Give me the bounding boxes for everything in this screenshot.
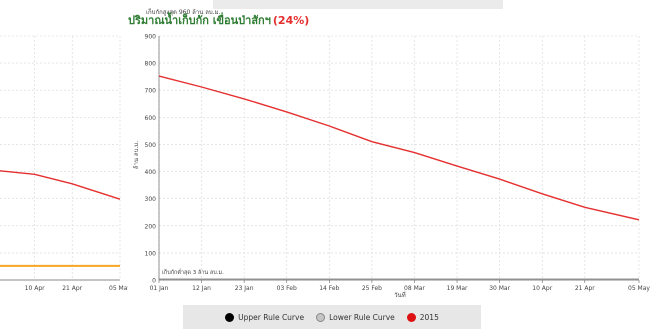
x-tick-label: 10 Apr	[532, 285, 552, 292]
x-tick-label: 12 Jan	[192, 285, 211, 292]
y-tick-label: 100	[145, 250, 157, 257]
y-tick-label: 900	[145, 34, 157, 41]
legend-label: Lower Rule Curve	[329, 312, 395, 322]
legend-dot-icon	[316, 312, 326, 322]
main-chart-series	[158, 75, 640, 280]
y-axis-label: ล้าน ลบ.ม.	[133, 141, 140, 169]
legend-item-lower-rule-curve[interactable]: Lower Rule Curve	[316, 312, 395, 322]
left-chart-tick-labels: 10 Apr 21 Apr 05 May	[25, 285, 128, 292]
main-chart-x-tick-labels: 01 Jan 12 Jan 23 Jan 03 Feb 14 Feb 25 Feb 08 M…	[150, 285, 651, 292]
x-tick-label: 14 Feb	[319, 285, 339, 292]
y-tick-label: 400	[145, 169, 157, 176]
left-red-series-line	[0, 170, 121, 200]
legend-item-2015[interactable]: 2015	[406, 312, 439, 322]
y-tick-label: 500	[145, 142, 157, 149]
chart-title: ปริมาณน้ำเก็บกัก เขื่อนป่าสักฯ (24%)	[128, 12, 309, 27]
y-tick-label: 800	[145, 61, 157, 68]
x-tick-label: 21 Apr	[575, 285, 595, 292]
main-chart: เก็บกักสูงสุด 960 ล้าน ลบ.ม. ปริมาณน้ำเก…	[128, 7, 651, 299]
x-tick-label: 23 Jan	[235, 285, 254, 292]
chart-legend: Upper Rule Curve Lower Rule Curve 2015	[183, 305, 481, 329]
x-tick-label: 08 Mar	[404, 285, 425, 292]
y-tick-label: 700	[145, 88, 157, 95]
legend-item-upper-rule-curve[interactable]: Upper Rule Curve	[225, 312, 305, 322]
x-tick-label: 30 Mar	[489, 285, 510, 292]
main-chart-y-tick-labels: 0 100 200 300 400 500 600 700 800 900	[145, 34, 157, 285]
y-tick-label: 200	[145, 223, 157, 230]
legend-label: 2015	[419, 312, 439, 322]
min-storage-annotation: เก็บกักต่ำสุด 3 ล้าน ลบ.ม.	[162, 268, 224, 276]
x-tick-label: 25 Feb	[362, 285, 382, 292]
legend-dot-icon	[225, 312, 235, 322]
y-tick-label: 300	[145, 196, 157, 203]
x-tick-label: 03 Feb	[277, 285, 297, 292]
x-tick-label: 05 May	[628, 285, 650, 292]
max-storage-annotation: เก็บกักสูงสุด 960 ล้าน ลบ.ม.	[146, 7, 221, 16]
chart-title-percent: (24%)	[273, 14, 309, 27]
left-x-tick-label: 10 Apr	[25, 285, 45, 292]
x-tick-label: 19 Mar	[447, 285, 468, 292]
y-tick-label: 600	[145, 115, 157, 122]
legend-label: Upper Rule Curve	[238, 312, 305, 322]
main-chart-axes	[158, 36, 640, 283]
left-chart-grid	[0, 35, 121, 281]
left-x-tick-label: 21 Apr	[62, 285, 82, 292]
left-chart-series	[0, 170, 121, 267]
left-x-tick-label: 05 May	[109, 285, 128, 292]
series-2015-line	[158, 75, 640, 221]
top-panel-strip	[213, 0, 503, 9]
left-partial-chart: 10 Apr 21 Apr 05 May	[0, 35, 128, 292]
y-tick-label: 0	[152, 278, 156, 285]
main-chart-grid	[158, 35, 640, 281]
chart-title-text: ปริมาณน้ำเก็บกัก เขื่อนป่าสักฯ	[128, 12, 271, 27]
legend-dot-icon	[406, 312, 416, 322]
x-axis-label: วันที่	[394, 291, 405, 299]
x-tick-label: 01 Jan	[150, 285, 169, 292]
